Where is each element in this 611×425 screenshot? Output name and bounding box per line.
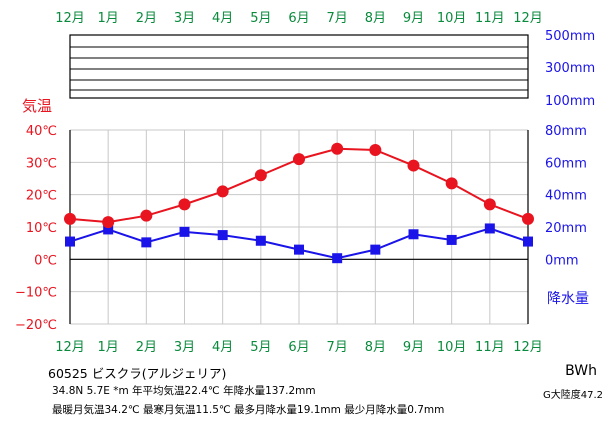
precipitation-tick-label: 0mm [545, 253, 579, 268]
month-label-bottom: 4月 [212, 340, 233, 355]
temperature-tick-label: −10℃ [15, 286, 57, 301]
precipitation-tick-label: 40mm [545, 189, 587, 204]
station-stats-line2: 最暖月気温34.2℃ 最寒月気温11.5℃ 最多月降水量19.1mm 最少月降水… [52, 404, 445, 416]
precipitation-point [65, 236, 75, 247]
precipitation-axis: 80mm 60mm 40mm 20mm 0mm 500mm 300mm 100mm [545, 29, 595, 268]
month-label-top: 10月 [437, 11, 467, 26]
temperature-tick-label: 10℃ [26, 221, 57, 236]
temperature-point [483, 198, 496, 211]
month-label-bottom: 12月 [513, 340, 543, 355]
temperature-point [216, 185, 229, 198]
temperature-tick-label: 20℃ [26, 189, 57, 204]
station-name: 60525 ビスクラ(アルジェリア) [48, 366, 227, 381]
temperature-tick-label: 30℃ [26, 156, 57, 171]
upper-precip-band [69, 34, 529, 99]
temperature-point [331, 142, 344, 155]
temperature-axis-label: 気温 [22, 97, 52, 115]
month-label-top: 12月 [55, 11, 85, 26]
precipitation-upper-tick-label: 300mm [545, 61, 595, 76]
month-label-bottom: 5月 [250, 340, 271, 355]
precipitation-upper-tick-label: 100mm [545, 94, 595, 109]
temperature-point [407, 159, 420, 172]
month-labels: 12月 12月 1月 1月 2月 2月 3月 3月 4月 4月 5月 5月 6月 6月 7月 7月 8月 8月 9月… [55, 11, 543, 355]
month-label-bottom: 10月 [437, 340, 467, 355]
station-stats-line1: 34.8N 5.7E *m 年平均気温22.4℃ 年降水量137.2mm [52, 385, 316, 397]
temperature-point [369, 144, 382, 157]
precipitation-point [523, 236, 533, 247]
precipitation-point [141, 237, 152, 248]
month-label-top: 4月 [212, 11, 233, 26]
precipitation-point [446, 234, 457, 245]
month-label-top: 2月 [136, 11, 157, 26]
precipitation-point [294, 244, 304, 255]
precipitation-series [65, 223, 533, 264]
month-label-top: 5月 [250, 11, 271, 26]
temperature-tick-label: −20℃ [15, 318, 57, 333]
temperature-point [64, 212, 76, 225]
precipitation-point [217, 230, 228, 241]
koppen-class: BWh [565, 363, 597, 379]
month-label-bottom: 8月 [365, 340, 386, 355]
temperature-axis: 40℃ 30℃ 20℃ 10℃ 0℃ −10℃ −20℃ [15, 124, 57, 333]
temperature-series [64, 142, 534, 229]
continentality-index: G大陸度47.2 [542, 390, 603, 401]
month-label-bottom: 7月 [327, 340, 348, 355]
precipitation-point [332, 253, 343, 264]
month-label-top: 7月 [327, 11, 348, 26]
temperature-point [178, 198, 191, 211]
month-label-top: 8月 [365, 11, 386, 26]
month-label-top: 11月 [475, 11, 505, 26]
upper-band-frame [69, 34, 529, 99]
month-label-bottom: 11月 [475, 340, 505, 355]
temperature-point [140, 209, 153, 222]
month-label-top: 6月 [288, 11, 309, 26]
temperature-tick-label: 40℃ [26, 124, 57, 139]
precipitation-point [408, 229, 419, 240]
month-label-top: 3月 [174, 11, 195, 26]
precipitation-point [179, 226, 190, 237]
month-label-top: 1月 [98, 11, 119, 26]
precipitation-tick-label: 20mm [545, 221, 587, 236]
month-label-bottom: 12月 [55, 340, 85, 355]
month-label-bottom: 3月 [174, 340, 195, 355]
temperature-point [293, 153, 305, 166]
precipitation-tick-label: 60mm [545, 156, 587, 171]
precipitation-tick-label: 80mm [545, 124, 587, 139]
precipitation-point [370, 244, 381, 255]
month-label-top: 9月 [403, 11, 424, 26]
temperature-tick-label: 0℃ [34, 253, 57, 268]
temperature-point [102, 216, 115, 229]
precipitation-axis-label: 降水量 [547, 291, 589, 307]
month-label-bottom: 9月 [403, 340, 424, 355]
precipitation-upper-tick-label: 500mm [545, 29, 595, 44]
month-label-bottom: 6月 [288, 340, 309, 355]
month-label-top: 12月 [513, 11, 543, 26]
temperature-point [254, 169, 267, 182]
precipitation-point [484, 223, 495, 234]
month-label-bottom: 1月 [98, 340, 119, 355]
precipitation-point [103, 224, 114, 235]
precipitation-point [255, 235, 266, 246]
temperature-point [522, 212, 534, 225]
temperature-point [445, 177, 458, 190]
month-label-bottom: 2月 [136, 340, 157, 355]
